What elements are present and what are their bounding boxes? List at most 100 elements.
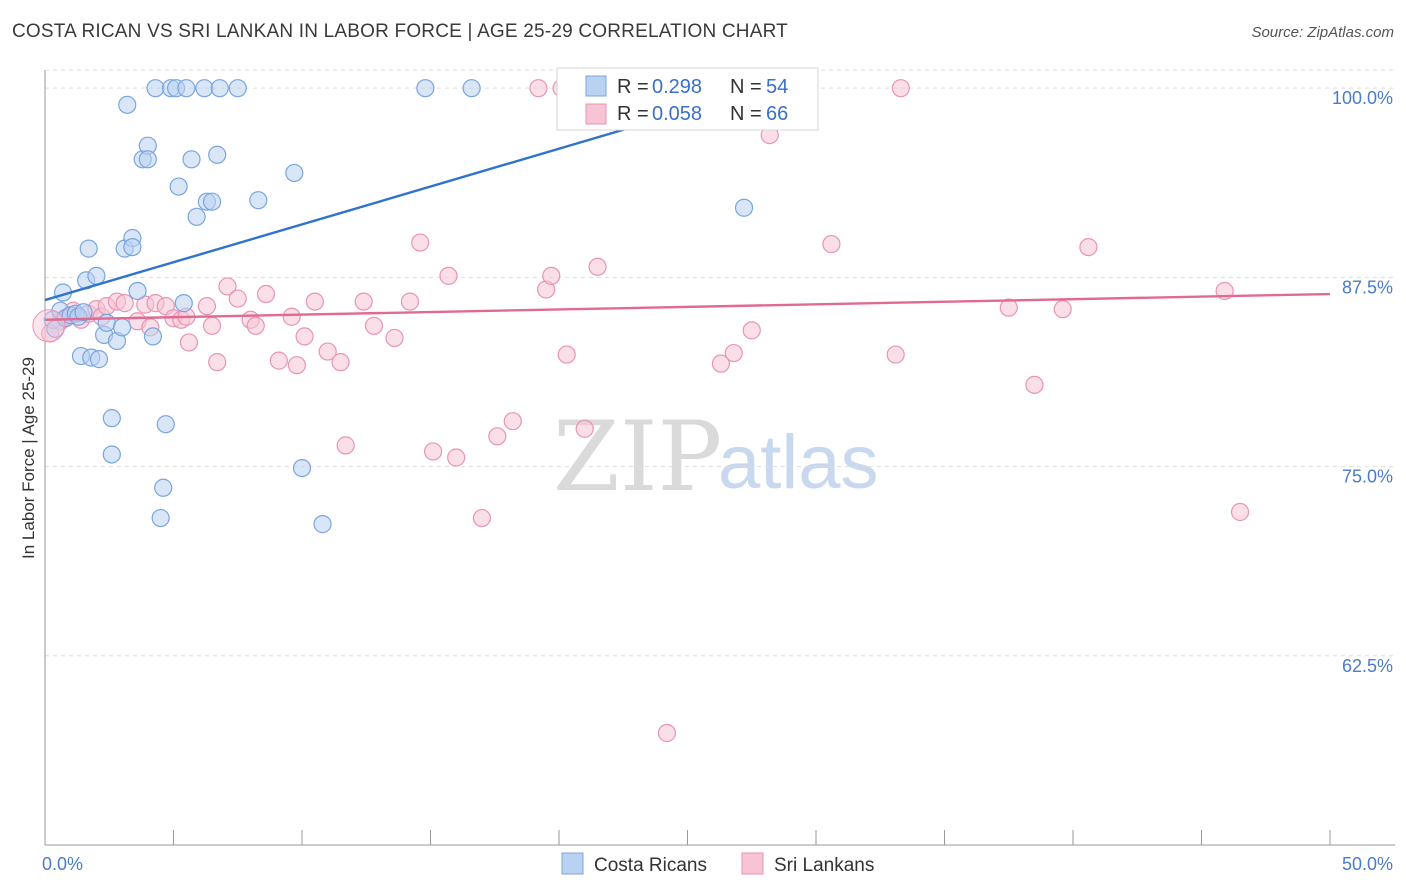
sri-lankan-point <box>202 316 222 335</box>
costa-rican-point <box>97 313 116 332</box>
legend-n-value-1: 54 <box>766 76 788 98</box>
costa-rican-point <box>187 207 206 226</box>
sri-lankan-point <box>822 234 841 254</box>
costa-rican-point <box>182 150 201 169</box>
sri-lankan-point <box>472 508 491 528</box>
sri-lankan-point <box>179 333 199 352</box>
series-legend-swatch-costa-ricans <box>561 852 584 875</box>
costa-rican-point <box>112 318 132 337</box>
sri-lankan-point <box>1079 237 1098 257</box>
legend-n-value-2: 66 <box>766 103 788 125</box>
sri-lankan-point <box>1230 502 1250 522</box>
sri-lankan-point <box>336 436 355 455</box>
costa-rican-point <box>89 350 109 369</box>
watermark-atlas: atlas <box>718 420 879 505</box>
chart-title: COSTA RICAN VS SRI LANKAN IN LABOR FORCE… <box>12 21 788 42</box>
costa-rican-point <box>154 478 173 497</box>
series-legend-swatch-sri-lankans <box>741 852 764 875</box>
sri-lankan-point <box>115 294 134 313</box>
sri-lankan-point <box>711 354 731 373</box>
sri-lankan-point <box>208 353 227 372</box>
costa-rican-point <box>416 79 435 98</box>
y-tick-label: 87.5% <box>1342 277 1393 297</box>
costa-rican-point <box>208 145 227 164</box>
sri-lankan-point <box>1053 300 1072 319</box>
sri-lankan-point <box>439 266 458 285</box>
costa-rican-point <box>228 79 247 98</box>
x-tick-label: 0.0% <box>42 854 83 874</box>
legend-swatch-pink <box>585 103 607 125</box>
sri-lankan-point <box>503 412 522 431</box>
axis-layer <box>44 70 1395 846</box>
sri-lankan-point <box>305 292 324 311</box>
sri-lankan-trend-line <box>44 292 1331 321</box>
costa-rican-point <box>169 177 188 196</box>
sri-lankan-point <box>886 345 905 364</box>
costa-rican-point <box>102 445 121 464</box>
sri-lankan-point <box>218 277 237 296</box>
costa-rican-point <box>146 79 165 98</box>
sri-lankan-point <box>557 345 576 364</box>
tick-label-layer: 100.0% 87.5% 75.0% 62.5% 0.0% 50.0% <box>42 88 1393 874</box>
costa-rican-point <box>174 294 193 313</box>
sri-lankan-point <box>891 79 910 98</box>
points-layer <box>32 79 1250 743</box>
sri-lankan-point <box>269 351 288 370</box>
y-tick-label: 62.5% <box>1342 656 1393 676</box>
sri-lankan-point <box>246 316 265 335</box>
legend-r-label-1: R = <box>617 76 649 98</box>
series-legend-costa-ricans: Costa Ricans <box>594 855 707 876</box>
costa-rican-point <box>74 303 93 322</box>
sri-lankan-point <box>400 292 420 311</box>
y-tick-label: 100.0% <box>1332 88 1393 108</box>
sri-lankan-point <box>423 442 443 461</box>
sri-lankan-point <box>1025 375 1044 394</box>
costa-rican-point <box>128 281 147 301</box>
sri-lankan-point <box>354 292 373 311</box>
costa-rican-point <box>102 409 121 428</box>
x-tick-label: 50.0% <box>1342 854 1393 874</box>
sri-lankan-point <box>256 284 276 304</box>
sri-lankan-point <box>287 356 306 375</box>
costa-rican-point <box>143 327 163 346</box>
costa-rican-point <box>79 239 98 258</box>
costa-rican-point <box>249 191 268 210</box>
series-legend: Costa Ricans Sri Lankans <box>561 852 874 876</box>
costa-rican-point <box>87 266 106 285</box>
sri-lankan-point <box>575 419 594 438</box>
watermark-zip: ZIP <box>553 401 722 513</box>
sri-lankan-point <box>364 316 384 335</box>
legend-n-label-2: N = <box>730 103 762 125</box>
sri-lankan-point <box>488 427 507 446</box>
legend-r-label-2: R = <box>617 103 649 125</box>
costa-rican-point <box>156 415 175 434</box>
sri-lankan-point <box>657 723 677 743</box>
costa-rican-point <box>313 515 332 534</box>
y-tick-label: 75.0% <box>1342 467 1393 487</box>
sri-lankan-point <box>542 266 561 285</box>
sri-lankan-point <box>742 321 761 340</box>
sri-lankan-point <box>331 353 350 372</box>
costa-rican-point <box>734 198 754 217</box>
costa-rican-point <box>285 163 304 183</box>
legend-n-label-1: N = <box>730 76 762 98</box>
sri-lankan-point <box>295 327 314 346</box>
sri-lankan-point <box>999 298 1018 317</box>
sri-lankan-point <box>447 448 466 467</box>
sri-lankan-point <box>197 297 217 316</box>
costa-rican-point <box>138 150 157 169</box>
costa-rican-point <box>210 79 229 98</box>
correlation-legend: R = 0.298 N = 54 R = 0.058 N = 66 <box>556 67 819 131</box>
sri-lankan-point <box>724 343 743 363</box>
source-label: Source: ZipAtlas.com <box>1251 24 1394 41</box>
sri-lankan-point <box>529 79 548 98</box>
legend-r-value-2: 0.058 <box>652 103 702 125</box>
sri-lankan-point <box>228 289 247 308</box>
series-legend-sri-lankans: Sri Lankans <box>774 855 874 876</box>
sri-lankan-point <box>411 233 430 252</box>
legend-swatch-blue <box>585 75 607 97</box>
sri-lankan-point <box>318 342 337 361</box>
costa-rican-point <box>123 237 142 257</box>
y-axis-label: In Labor Force | Age 25-29 <box>19 357 38 559</box>
